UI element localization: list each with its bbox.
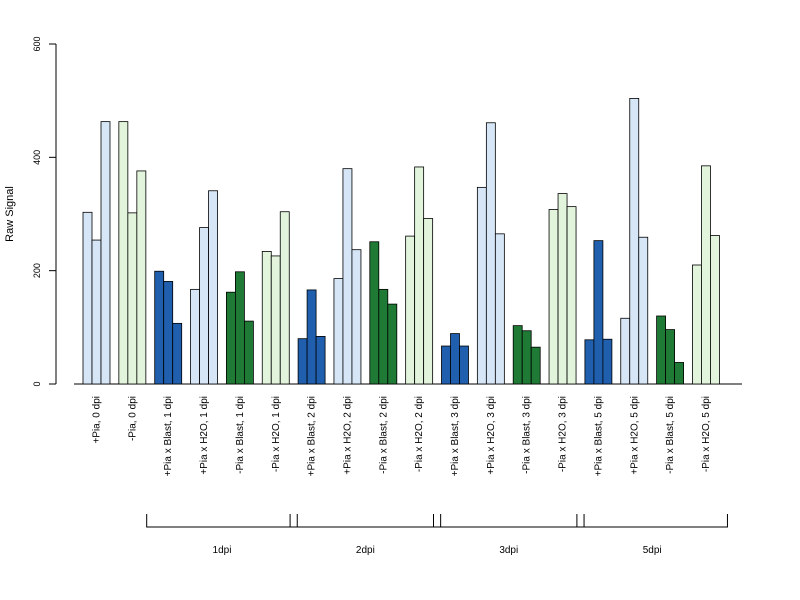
bar (485, 122, 496, 385)
group-label: 2dpi (356, 545, 375, 556)
bar (190, 288, 200, 385)
bar (656, 315, 666, 385)
y-tick-label: 200 (32, 263, 42, 278)
group-bracket (433, 514, 585, 528)
bar (441, 345, 451, 385)
bar (234, 271, 245, 385)
bar (512, 325, 523, 385)
category-label: -Pia x H2O, 5 dpi (701, 396, 712, 472)
bar (279, 211, 290, 385)
bar (378, 288, 389, 385)
bar (315, 335, 326, 385)
category-label: -Pia x H2O, 1 dpi (271, 396, 282, 472)
bar (629, 98, 640, 385)
bar (459, 345, 469, 385)
bar (270, 255, 281, 385)
bar (82, 211, 93, 385)
bars (82, 98, 720, 385)
y-tick-label: 400 (32, 150, 42, 165)
bar (530, 346, 541, 385)
bar (91, 239, 102, 385)
bar (333, 278, 344, 385)
y-tick-label: 0 (32, 381, 42, 386)
category-label: +Pia x H2O, 5 dpi (629, 396, 640, 475)
bar (620, 317, 631, 385)
bar (423, 218, 434, 385)
bar (342, 168, 353, 385)
group-brackets: 1dpi 2dpi 3dpi 5dpi (146, 514, 728, 556)
group-label: 3dpi (499, 545, 518, 556)
y-ticks: 0 200 400 600 (32, 36, 56, 387)
category-label: -Pia, 0 dpi (127, 396, 138, 441)
bar (351, 249, 362, 385)
category-label: -Pia x H2O, 3 dpi (558, 396, 569, 472)
category-label: +Pia x Blast, 1 dpi (163, 396, 174, 476)
bar (638, 236, 649, 385)
bar (557, 193, 568, 385)
bar (387, 303, 398, 385)
category-label: +Pia x H2O, 3 dpi (486, 396, 497, 475)
bar (163, 281, 174, 385)
bar (710, 235, 720, 385)
bar (100, 121, 111, 385)
bar (521, 330, 532, 385)
bar (136, 170, 147, 385)
group-bracket (289, 514, 442, 528)
group-label: 1dpi (213, 545, 232, 556)
group-bracket (576, 514, 728, 528)
bar (225, 291, 236, 385)
bar (450, 333, 460, 385)
bar (208, 190, 218, 385)
category-label: +Pia x H2O, 2 dpi (342, 396, 353, 475)
bar (476, 186, 487, 385)
bar (118, 121, 129, 385)
bar (548, 209, 559, 385)
bar (665, 329, 675, 385)
bar (127, 212, 138, 385)
bar (701, 165, 711, 385)
group-label: 5dpi (643, 545, 662, 556)
category-label: -Pia x Blast, 5 dpi (665, 396, 676, 474)
bar (494, 233, 505, 385)
category-label: -Pia x Blast, 3 dpi (522, 396, 533, 474)
bar (692, 264, 702, 385)
category-label: -Pia x Blast, 1 dpi (235, 396, 246, 474)
category-label: -Pia x Blast, 2 dpi (378, 396, 389, 474)
bar (405, 235, 416, 385)
bar (261, 250, 272, 385)
bar (306, 289, 317, 385)
category-label: -Pia x H2O, 2 dpi (414, 396, 425, 472)
bar (674, 362, 684, 385)
y-axis-title: Raw Signal (4, 186, 16, 242)
bar (369, 241, 380, 385)
category-label: +Pia x Blast, 2 dpi (307, 396, 318, 476)
category-label: +Pia x Blast, 3 dpi (450, 396, 461, 476)
bar (154, 270, 165, 385)
bar (602, 338, 613, 385)
group-bracket (146, 514, 298, 528)
bar (584, 339, 595, 385)
bar (172, 322, 183, 385)
bar (566, 206, 577, 385)
category-labels: +Pia, 0 dpi -Pia, 0 dpi +Pia x Blast, 1 dp… (92, 396, 712, 476)
bar (593, 240, 604, 385)
bar (243, 320, 254, 385)
y-tick-label: 600 (32, 36, 42, 51)
category-label: +Pia x Blast, 5 dpi (593, 396, 604, 476)
bar (414, 166, 425, 385)
bar (199, 227, 209, 385)
bar (297, 338, 308, 385)
category-label: +Pia, 0 dpi (92, 396, 103, 444)
category-label: +Pia x H2O, 1 dpi (199, 396, 210, 475)
